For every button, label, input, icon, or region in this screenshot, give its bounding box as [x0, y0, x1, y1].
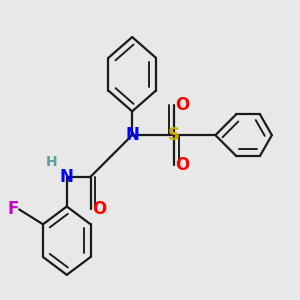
Text: N: N: [125, 126, 139, 144]
Text: O: O: [176, 96, 190, 114]
Text: O: O: [92, 200, 106, 218]
Text: S: S: [168, 126, 180, 144]
Text: O: O: [176, 156, 190, 174]
Text: H: H: [46, 155, 58, 169]
Text: F: F: [8, 200, 19, 218]
Text: N: N: [60, 168, 74, 186]
